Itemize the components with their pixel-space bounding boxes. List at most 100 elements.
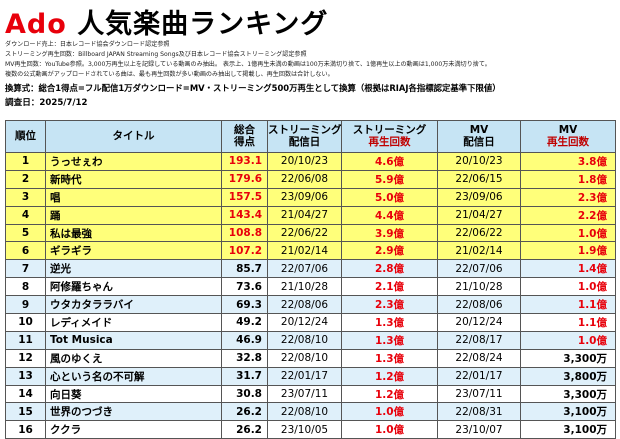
conversion-formula: 換算式：総合1得点=フル配信1万ダウンロード=MV・ストリーミング500万再生と… [5, 83, 501, 93]
score-cell: 157.5 [221, 187, 268, 207]
table-body: 1 うっせぇわ 193.1 20/10/23 4.6億 20/10/23 3.8億 2 新時代 1… [5, 152, 616, 439]
mv-plays-cell: 2.3億 [520, 187, 616, 207]
streaming-date-cell: 21/04/27 [267, 205, 342, 225]
mv-plays-cell: 1.1億 [520, 313, 616, 332]
rank-cell: 8 [5, 277, 46, 297]
mv-plays-cell: 1.0億 [520, 277, 616, 297]
rank-cell: 12 [5, 348, 46, 368]
page-title: Ado 人気楽曲ランキング [5, 2, 328, 41]
streaming-date-cell: 23/10/05 [267, 420, 342, 439]
streaming-date-cell: 22/08/06 [267, 295, 342, 315]
table-row: 11 Tot Musica 46.9 22/08/10 1.3億 22/08/17 1.0億 [5, 330, 616, 350]
streaming-plays-cell: 1.0億 [341, 420, 438, 439]
mv-date-cell: 22/08/17 [437, 330, 521, 350]
rank-cell: 16 [5, 420, 46, 439]
streaming-plays-cell: 1.2億 [341, 384, 438, 404]
mv-plays-cell: 3,800万 [520, 366, 616, 386]
title-cell: 阿修羅ちゃん [45, 277, 222, 297]
title-cell: 向日葵 [45, 384, 222, 404]
score-cell: 26.2 [221, 420, 268, 439]
header-rank: 順位 [5, 120, 46, 153]
note-mv: MV再生回数：YouTube参照。3,000万再生以上を記録している動画のみ抽出… [5, 61, 491, 69]
table-row: 14 向日葵 30.8 23/07/11 1.2億 23/07/11 3,300万 [5, 384, 616, 404]
mv-plays-cell: 3.8億 [520, 152, 616, 171]
table-row: 12 風のゆくえ 32.8 22/08/10 1.3億 22/08/24 3,300万 [5, 348, 616, 368]
rank-cell: 1 [5, 152, 46, 171]
score-cell: 73.6 [221, 277, 268, 297]
streaming-plays-cell: 1.3億 [341, 330, 438, 350]
score-cell: 179.6 [221, 169, 268, 189]
streaming-date-cell: 22/06/08 [267, 169, 342, 189]
title-cell: ギラギラ [45, 241, 222, 261]
streaming-plays-cell: 5.9億 [341, 169, 438, 189]
streaming-date-cell: 23/07/11 [267, 384, 342, 404]
mv-date-cell: 22/06/22 [437, 223, 521, 243]
mv-plays-cell: 3,100万 [520, 402, 616, 422]
header-score: 総合 得点 [221, 120, 268, 153]
title-cell: 世界のつづき [45, 402, 222, 422]
title-cell: 逆光 [45, 259, 222, 279]
survey-date: 調査日：2025/7/12 [5, 98, 88, 108]
rank-cell: 6 [5, 241, 46, 261]
score-cell: 30.8 [221, 384, 268, 404]
mv-plays-cell: 3,300万 [520, 384, 616, 404]
rank-cell: 11 [5, 330, 46, 350]
mv-date-cell: 21/02/14 [437, 241, 521, 261]
streaming-date-cell: 22/08/10 [267, 330, 342, 350]
title-cell: うっせぇわ [45, 152, 222, 171]
streaming-plays-cell: 2.3億 [341, 295, 438, 315]
mv-date-cell: 22/08/31 [437, 402, 521, 422]
table-row: 6 ギラギラ 107.2 21/02/14 2.9億 21/02/14 1.9億 [5, 241, 616, 261]
score-cell: 46.9 [221, 330, 268, 350]
rank-cell: 9 [5, 295, 46, 315]
artist-name: Ado [5, 9, 67, 40]
table-row: 4 踊 143.4 21/04/27 4.4億 21/04/27 2.2億 [5, 205, 616, 225]
rank-cell: 13 [5, 366, 46, 386]
table-row: 8 阿修羅ちゃん 73.6 21/10/28 2.1億 21/10/28 1.0億 [5, 277, 616, 297]
table-row: 15 世界のつづき 26.2 22/08/10 1.0億 22/08/31 3,100万 [5, 402, 616, 422]
mv-date-cell: 21/04/27 [437, 205, 521, 225]
title-cell: 風のゆくえ [45, 348, 222, 368]
title-cell: 踊 [45, 205, 222, 225]
table-row: 5 私は最強 108.8 22/06/22 3.9億 22/06/22 1.0億 [5, 223, 616, 243]
rank-cell: 3 [5, 187, 46, 207]
table-row: 16 ククラ 26.2 23/10/05 1.0億 23/10/07 3,100万 [5, 420, 616, 439]
table-row: 2 新時代 179.6 22/06/08 5.9億 22/06/15 1.8億 [5, 169, 616, 189]
title-cell: ククラ [45, 420, 222, 439]
header-streaming-plays: ストリーミング 再生回数 [341, 120, 438, 153]
score-cell: 49.2 [221, 313, 268, 332]
mv-date-cell: 22/06/15 [437, 169, 521, 189]
score-cell: 26.2 [221, 402, 268, 422]
mv-date-cell: 22/08/06 [437, 295, 521, 315]
streaming-date-cell: 20/10/23 [267, 152, 342, 171]
note-streaming: ストリーミング再生回数：Billboard JAPAN Streaming So… [5, 51, 307, 59]
score-cell: 108.8 [221, 223, 268, 243]
streaming-date-cell: 21/02/14 [267, 241, 342, 261]
note-multiple-videos: 複数の公式動画がアップロードされている曲は、最も再生回数が多い動画のみ抽出して掲… [5, 71, 334, 79]
streaming-plays-cell: 4.4億 [341, 205, 438, 225]
mv-plays-cell: 1.0億 [520, 223, 616, 243]
score-cell: 69.3 [221, 295, 268, 315]
streaming-plays-cell: 2.9億 [341, 241, 438, 261]
streaming-plays-cell: 1.0億 [341, 402, 438, 422]
mv-plays-cell: 3,300万 [520, 348, 616, 368]
score-cell: 31.7 [221, 366, 268, 386]
streaming-plays-cell: 3.9億 [341, 223, 438, 243]
streaming-date-cell: 20/12/24 [267, 313, 342, 332]
header-mv-plays: MV 再生回数 [520, 120, 616, 153]
rank-cell: 4 [5, 205, 46, 225]
streaming-plays-cell: 1.3億 [341, 348, 438, 368]
title-cell: ウタカタララバイ [45, 295, 222, 315]
streaming-plays-cell: 1.3億 [341, 313, 438, 332]
source-notes: ダウンロード売上：日本レコード協会ダウンロード認定参照 ストリーミング再生回数：… [5, 40, 615, 80]
streaming-plays-cell: 1.2億 [341, 366, 438, 386]
score-cell: 143.4 [221, 205, 268, 225]
streaming-date-cell: 23/09/06 [267, 187, 342, 207]
table-row: 3 唱 157.5 23/09/06 5.0億 23/09/06 2.3億 [5, 187, 616, 207]
mv-plays-cell: 1.1億 [520, 295, 616, 315]
mv-plays-cell: 1.4億 [520, 259, 616, 279]
mv-date-cell: 23/07/11 [437, 384, 521, 404]
title-cell: 唱 [45, 187, 222, 207]
mv-date-cell: 22/08/24 [437, 348, 521, 368]
header-mv-date: MV 配信日 [437, 120, 521, 153]
